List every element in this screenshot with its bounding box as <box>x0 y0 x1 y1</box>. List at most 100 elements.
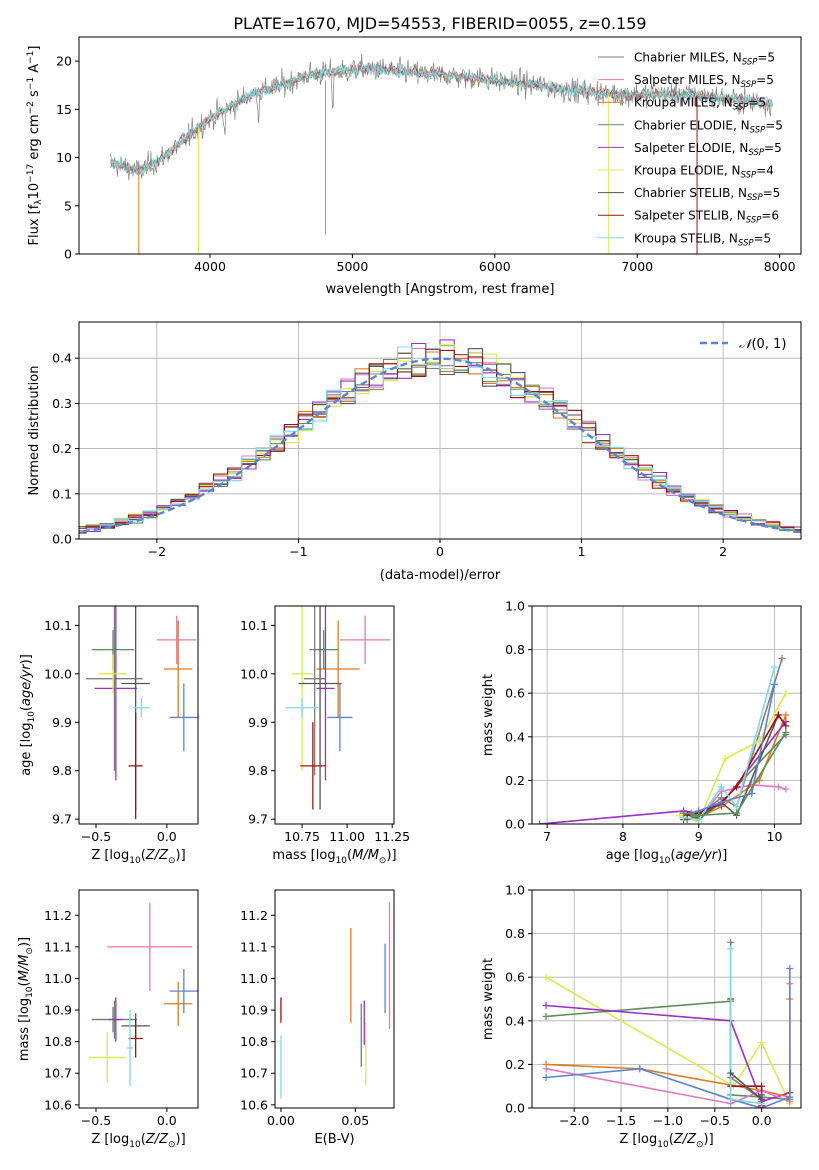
spectrum-model-line <box>110 61 773 173</box>
tick-label-x: −1.0 <box>653 1113 683 1128</box>
tick-label-y: 0.8 <box>505 926 525 941</box>
weight-series-line <box>687 713 787 817</box>
weight-marker <box>717 798 725 806</box>
weight-marker <box>770 680 778 688</box>
tick-label-y: 0.4 <box>505 729 525 744</box>
weight-marker <box>727 1095 735 1103</box>
legend-label: Salpeter ELODIE, NSSP=5 <box>634 141 782 158</box>
errorbar-point <box>108 997 123 1042</box>
weight-marker <box>727 938 735 946</box>
weight-marker <box>782 689 790 697</box>
axes-frame <box>531 605 802 825</box>
weight-marker <box>733 803 741 811</box>
tick-label-y: 9.7 <box>248 812 268 827</box>
weight-marker <box>782 785 790 793</box>
tick-label-y: 10.0 <box>44 666 72 681</box>
errorbar-point <box>300 722 326 810</box>
y-axis-label: age [log10(age/yr)] <box>19 654 37 776</box>
tick-label-x: 5000 <box>337 259 369 274</box>
tick-label-y: 0.6 <box>505 970 525 985</box>
tick-label-y: 10.1 <box>44 618 72 633</box>
tick-label-x: 9 <box>695 829 703 844</box>
figure-title: PLATE=1670, MJD=54553, FIBERID=0055, z=0… <box>233 14 646 33</box>
tick-label-y: 9.8 <box>248 763 268 778</box>
plot-area-weight-vs-age <box>536 654 790 824</box>
errorbar-point <box>164 981 193 1026</box>
errorbar-point <box>88 1032 126 1083</box>
errorbar-point <box>94 606 138 781</box>
weight-marker <box>727 1069 735 1077</box>
errorbar-point <box>164 620 193 718</box>
x-axis-label: age [log10(age/yr)] <box>606 848 728 866</box>
weight-marker <box>536 820 544 824</box>
y-axis-label: mass [log10(M/M⊙)] <box>17 937 35 1061</box>
weight-marker <box>778 654 786 662</box>
legend-label: Salpeter MILES, NSSP=5 <box>634 73 774 90</box>
tick-label-y: 11.2 <box>240 908 268 923</box>
tick-label-y: 9.8 <box>52 763 72 778</box>
weight-marker <box>758 1091 766 1099</box>
tick-label-x: 0.05 <box>341 1113 369 1128</box>
tick-label-y: 10.7 <box>240 1066 268 1081</box>
weight-marker <box>774 783 782 791</box>
weight-marker <box>717 783 725 791</box>
tick-label-y: 0.0 <box>505 1101 525 1116</box>
tick-label-y: 10.7 <box>44 1066 72 1081</box>
weight-series-line <box>683 666 776 821</box>
errorbar-point <box>285 698 319 718</box>
weight-marker <box>542 1002 550 1010</box>
histogram-steps <box>79 349 801 534</box>
panel-age-vs-mass: 10.75 11.00 11.25 9.7 9.8 9.9 10.0 10.1 mass [lo… <box>240 605 410 866</box>
panel-mass-vs-EBV: 0.00 0.05 10.6 10.7 10.8 10.9 11.0 11.1 11.2 E(B-… <box>240 889 395 1147</box>
y-axis-label: mass weight <box>481 674 496 756</box>
errorbar-point <box>316 606 335 781</box>
tick-label-y: 11.1 <box>240 939 268 954</box>
x-axis-label: (data-model)/error <box>380 568 501 583</box>
weight-marker <box>733 783 741 791</box>
tick-label-x: −2 <box>148 544 166 559</box>
tick-label-x: −1 <box>289 544 307 559</box>
errorbar-point <box>303 606 326 776</box>
tick-label-y: 0.2 <box>52 441 72 456</box>
tick-label-x: 6000 <box>479 259 511 274</box>
tick-label-y: 11.2 <box>44 908 72 923</box>
weight-marker <box>676 811 684 819</box>
spectrum-model-line <box>110 62 773 177</box>
errorbar-point <box>169 968 198 1014</box>
weight-marker <box>755 737 763 745</box>
errorbar-point <box>132 698 150 718</box>
weight-marker <box>695 811 703 819</box>
errorbar-point <box>309 630 339 669</box>
tick-label-y: 9.9 <box>52 715 72 730</box>
tick-label-y: 10.8 <box>44 1034 72 1049</box>
legend-label: Chabrier STELIB, NSSP=5 <box>634 186 780 203</box>
plot-area-age-vs-Z <box>86 606 198 820</box>
tick-label-x: −0.5 <box>81 829 111 844</box>
weight-marker <box>786 964 794 972</box>
y-axis-label: Flux [fλ10−17 erg cm−2 s−1 A−1] <box>26 46 44 246</box>
weight-marker <box>542 1073 550 1081</box>
tick-label-y: 15 <box>56 102 72 117</box>
errorbar-point <box>327 683 353 752</box>
panel-residuals: −2 −1 0 1 2 0.0 0.1 0.2 0.3 0.4 𝒩(0, 1) (data-model… <box>27 321 802 583</box>
weight-marker <box>758 1039 766 1047</box>
legend-label: 𝒩(0, 1) <box>739 337 786 352</box>
tick-label-x: 0.0 <box>157 1113 177 1128</box>
weight-marker <box>542 973 550 981</box>
tick-label-y: 10 <box>56 150 72 165</box>
tick-label-x: 2 <box>719 544 727 559</box>
weight-marker <box>636 1065 644 1073</box>
tick-label-y: 10.0 <box>240 666 268 681</box>
errorbar-point <box>127 1010 133 1086</box>
tick-label-x: 10.75 <box>284 829 320 844</box>
tick-label-y: 1.0 <box>505 599 525 614</box>
tick-label-x: −0.5 <box>700 1113 730 1128</box>
weight-marker <box>782 711 790 719</box>
tick-label-y: 0.3 <box>52 396 72 411</box>
tick-label-y: 0.0 <box>505 817 525 832</box>
tick-label-x: 7000 <box>621 259 653 274</box>
tick-label-y: 0.2 <box>505 773 525 788</box>
weight-marker <box>542 1065 550 1073</box>
legend-label: Salpeter STELIB, NSSP=6 <box>634 209 779 226</box>
